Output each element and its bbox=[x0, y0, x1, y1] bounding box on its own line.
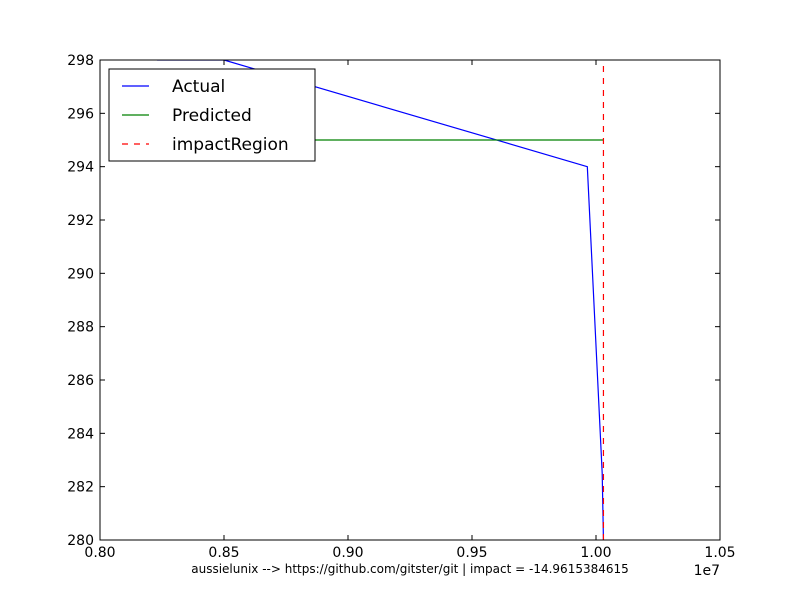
plot-frame bbox=[99, 59, 721, 541]
legend-box bbox=[108, 68, 316, 162]
y-tick-label: 284 bbox=[67, 426, 94, 442]
y-tick-label: 288 bbox=[67, 320, 94, 336]
x-tick-label: 1.00 bbox=[580, 545, 611, 561]
legend-label-impactregion: impactRegion bbox=[172, 135, 289, 155]
footer-note: aussielunix --> https://github.com/gitst… bbox=[191, 562, 629, 576]
x-tick-label: 0.90 bbox=[332, 545, 363, 561]
y-tick-label: 282 bbox=[67, 480, 94, 496]
y-tick-label: 286 bbox=[67, 373, 94, 389]
x-tick-label: 0.80 bbox=[84, 545, 115, 561]
legend-label-actual: Actual bbox=[172, 77, 225, 97]
tick-layer: 0.80 0.85 0.90 0.95 1.00 1.05 280 282 284 286 288 2… bbox=[67, 53, 735, 561]
x-tick-label: 0.95 bbox=[456, 545, 487, 561]
x-tick-label: 0.85 bbox=[208, 545, 239, 561]
y-tick-label: 280 bbox=[67, 533, 94, 549]
legend-label-predicted: Predicted bbox=[172, 106, 252, 126]
y-tick-label: 298 bbox=[67, 53, 94, 69]
y-tick-label: 294 bbox=[67, 160, 94, 176]
legend: Actual Predicted impactRegion bbox=[108, 68, 316, 162]
x-tick-label: 1.05 bbox=[704, 545, 735, 561]
y-tick-label: 292 bbox=[67, 213, 94, 229]
x-axis-scale-label: 1e7 bbox=[694, 563, 720, 579]
y-tick-label: 296 bbox=[67, 106, 94, 122]
series-line-actual bbox=[157, 60, 605, 540]
y-tick-label: 290 bbox=[67, 266, 94, 282]
